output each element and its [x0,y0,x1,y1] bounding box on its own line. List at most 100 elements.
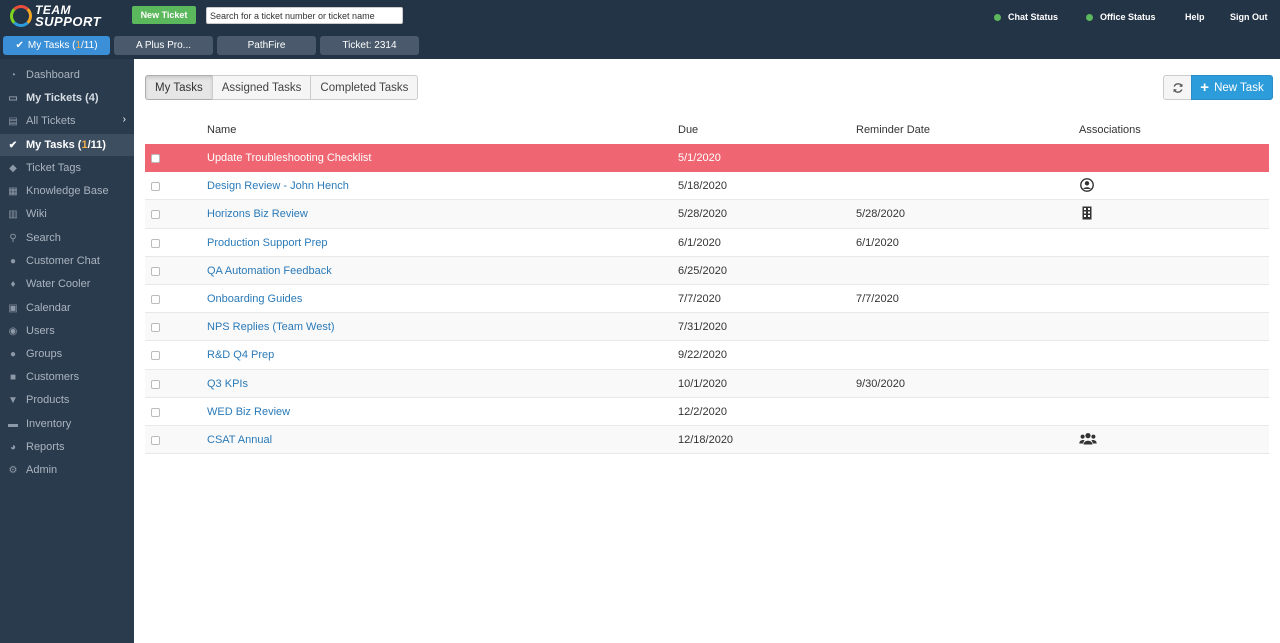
table-row[interactable]: Production Support Prep 6/1/2020 6/1/202… [145,229,1269,257]
table-row[interactable]: WED Biz Review 12/2/2020 [145,398,1269,426]
calendar-icon: ▣ [8,302,18,314]
task-name-link[interactable]: Horizons Biz Review [207,208,308,221]
truck-icon: ▬ [8,418,18,430]
table-row[interactable]: Design Review - John Hench 5/18/2020 [145,172,1269,201]
sidebar-item-ticket-tags[interactable]: ◆ Ticket Tags [0,157,134,179]
task-checkbox[interactable] [151,379,160,389]
sidebar-item-dashboard[interactable]: ◔ Dashboard [0,64,134,86]
task-checkbox[interactable] [151,154,160,163]
sidebar-item-water-cooler[interactable]: ♦ Water Cooler [0,273,134,295]
task-checkbox[interactable] [151,266,160,276]
top-bar: TEAM SUPPORT New Ticket Chat Status Offi… [0,0,1280,59]
tab-ticket-2314[interactable]: Ticket: 2314 [320,36,419,55]
sidebar-item-reports[interactable]: ◕ Reports [0,436,134,458]
ticket-search-input[interactable] [206,7,403,24]
sidebar-item-groups[interactable]: ● Groups [0,343,134,365]
sidebar-item-search[interactable]: ⚲ Search [0,227,134,249]
office-status-dot-icon [1086,13,1093,21]
task-checkbox[interactable] [151,294,160,304]
table-row[interactable]: QA Automation Feedback 6/25/2020 [145,256,1269,285]
building-icon[interactable] [1079,205,1095,221]
task-name-link[interactable]: QA Automation Feedback [207,264,332,277]
task-name-link[interactable]: Update Troubleshooting Checklist [207,152,372,164]
sidebar-item-all-tickets[interactable]: ▤ All Tickets › [0,110,134,132]
refresh-button[interactable] [1163,75,1192,100]
dashboard-icon: ◔ [9,69,17,81]
sidebar-item-calendar[interactable]: ▣ Calendar [0,297,134,319]
table-row[interactable]: NPS Replies (Team West) 7/31/2020 [145,313,1269,342]
sidebar-item-label: Water Cooler [26,278,91,290]
table-row[interactable]: Update Troubleshooting Checklist 5/1/202… [145,144,1269,173]
tab-assigned-tasks[interactable]: Assigned Tasks [211,75,312,100]
cubes-icon: ▦ [8,185,18,197]
sidebar-item-label: Admin [26,464,58,476]
sidebar-item-products[interactable]: ▼ Products [0,389,134,411]
task-due-date: 9/22/2020 [678,349,727,362]
briefcase-icon: ■ [9,371,17,383]
sidebar-item-customers[interactable]: ■ Customers [0,366,134,388]
group-icon[interactable] [1079,431,1097,447]
table-row[interactable]: Horizons Biz Review 5/28/2020 5/28/2020 [145,200,1269,229]
table-row[interactable]: Onboarding Guides 7/7/2020 7/7/2020 [145,285,1269,314]
tab-pathfire[interactable]: PathFire [217,36,316,55]
sidebar: ◔ Dashboard ▭ My Tickets (4) ▤ All Ticke… [0,59,134,643]
chat-status[interactable]: Chat Status [994,12,1058,22]
sidebar-item-wiki[interactable]: ▥ Wiki [0,203,134,225]
column-header-associations[interactable]: Associations [1079,124,1141,136]
refresh-icon [1172,82,1183,93]
task-checkbox[interactable] [151,435,160,445]
sign-out-link[interactable]: Sign Out [1230,12,1268,22]
task-due-date: 6/25/2020 [678,264,727,277]
task-name-link[interactable]: Onboarding Guides [207,292,303,305]
user-circle-icon[interactable] [1079,177,1095,193]
task-checkbox[interactable] [151,407,160,417]
sidebar-item-label: Search [26,232,61,244]
task-checkbox[interactable] [151,351,160,361]
task-name-link[interactable]: Design Review - John Hench [207,180,349,193]
sidebar-item-admin[interactable]: ⚙ Admin [0,459,134,481]
help-link[interactable]: Help [1185,12,1205,22]
task-name-link[interactable]: R&D Q4 Prep [207,349,275,362]
task-name-link[interactable]: NPS Replies (Team West) [207,321,335,334]
office-status[interactable]: Office Status [1086,12,1156,22]
ticket-icon: ▭ [8,92,18,104]
sidebar-item-inventory[interactable]: ▬ Inventory [0,413,134,435]
task-due-date: 12/2/2020 [678,405,727,418]
sidebar-item-label: Customer Chat [26,255,100,267]
new-task-button[interactable]: + New Task [1191,75,1273,100]
chat-status-dot-icon [994,13,1001,21]
tab-my-tasks-main[interactable]: My Tasks [145,75,213,100]
column-header-name[interactable]: Name [207,124,237,136]
sidebar-item-label: Wiki [26,208,47,220]
sidebar-item-users[interactable]: ◉ Users [0,320,134,342]
new-ticket-button[interactable]: New Ticket [132,6,196,24]
cart-icon: ▼ [8,394,18,406]
logo-circle-icon [10,5,32,27]
table-row[interactable]: R&D Q4 Prep 9/22/2020 [145,341,1269,370]
tab-my-tasks[interactable]: ✔ My Tasks (1/11) [3,36,110,55]
tab-a-plus-pro[interactable]: A Plus Pro... [114,36,213,55]
sidebar-item-my-tickets[interactable]: ▭ My Tickets (4) [0,87,134,109]
table-row[interactable]: CSAT Annual 12/18/2020 [145,425,1269,455]
task-name-link[interactable]: WED Biz Review [207,405,291,418]
task-checkbox[interactable] [151,182,160,192]
table-row[interactable]: Q3 KPIs 10/1/2020 9/30/2020 [145,369,1269,398]
task-checkbox[interactable] [151,323,160,333]
sidebar-item-knowledge-base[interactable]: ▦ Knowledge Base [0,180,134,202]
column-header-reminder-date[interactable]: Reminder Date [856,124,930,136]
task-name-link[interactable]: CSAT Annual [207,433,273,446]
chevron-right-icon[interactable]: › [122,114,126,125]
book-icon: ▥ [8,208,18,220]
sidebar-item-label: Groups [26,348,63,360]
task-name-link[interactable]: Q3 KPIs [207,377,248,390]
task-checkbox[interactable] [151,238,160,248]
teamsupport-logo[interactable]: TEAM SUPPORT [10,4,101,28]
task-reminder-date: 7/7/2020 [856,292,899,305]
sidebar-item-my-tasks[interactable]: ✔ My Tasks (1/11) [0,134,134,156]
task-name-link[interactable]: Production Support Prep [207,236,328,249]
column-header-due[interactable]: Due [678,124,699,136]
task-due-date: 10/1/2020 [678,377,727,390]
tab-completed-tasks[interactable]: Completed Tasks [310,75,419,100]
task-checkbox[interactable] [151,210,160,220]
sidebar-item-customer-chat[interactable]: ● Customer Chat [0,250,134,272]
